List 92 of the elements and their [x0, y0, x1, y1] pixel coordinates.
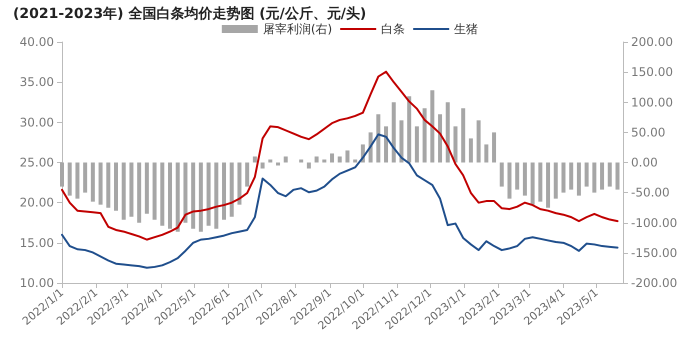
bar: [569, 162, 574, 190]
y-tick-label: 40.00: [20, 35, 54, 49]
legend-label: 屠宰利润(右): [262, 22, 332, 36]
bar: [446, 102, 450, 162]
bar: [230, 162, 234, 217]
bar: [276, 162, 280, 166]
bar: [129, 162, 134, 217]
y2-tick-label: 0.00: [631, 156, 658, 170]
bar: [407, 96, 412, 162]
bar: [484, 144, 488, 162]
bar: [468, 138, 473, 162]
bar: [592, 162, 596, 193]
bar: [345, 150, 350, 162]
bar: [214, 162, 218, 229]
bar: [608, 162, 612, 187]
y-tick-label: 15.00: [20, 236, 54, 250]
bar: [122, 162, 126, 220]
bar: [60, 162, 64, 187]
bar: [576, 162, 581, 196]
bar: [299, 159, 304, 162]
bar: [438, 114, 442, 162]
bar: [75, 162, 80, 199]
bar: [144, 162, 149, 214]
bar: [106, 162, 110, 208]
bar: [615, 162, 620, 190]
bar: [453, 126, 458, 162]
bar: [137, 162, 142, 223]
bar: [554, 162, 558, 199]
y-tick-label: 35.00: [20, 75, 54, 90]
bar: [515, 162, 520, 190]
bar: [314, 156, 319, 162]
bar: [83, 162, 88, 193]
chart-title: (2021-2023年) 全国白条均价走势图 (元/公斤、元/头): [13, 5, 366, 22]
bar: [90, 162, 95, 202]
bar: [399, 120, 404, 162]
y2-tick-label: -150.00: [631, 246, 678, 260]
bar: [522, 162, 527, 196]
bar: [476, 120, 481, 162]
bar: [168, 162, 172, 229]
bar: [414, 126, 419, 162]
bar: [152, 162, 157, 220]
bar: [507, 162, 512, 199]
bar: [530, 162, 535, 205]
bar: [338, 156, 342, 162]
bar: [384, 126, 388, 162]
bar: [376, 114, 380, 162]
y-tick-label: 25.00: [20, 156, 54, 170]
bar: [245, 162, 250, 187]
bar: [260, 162, 265, 169]
bar: [191, 162, 196, 229]
bar: [546, 162, 550, 208]
bar: [183, 162, 188, 223]
bar: [422, 108, 427, 162]
bar: [461, 108, 466, 162]
bar: [392, 102, 396, 162]
bar: [322, 159, 326, 162]
bar: [500, 162, 504, 187]
bar: [430, 90, 434, 162]
y2-tick-label: -200.00: [631, 276, 678, 290]
y2-tick-label: 100.00: [631, 95, 673, 110]
bar: [268, 159, 272, 162]
bar: [538, 162, 542, 202]
y2-tick-label: 150.00: [631, 65, 673, 80]
y-tick-label: 10.00: [20, 276, 54, 290]
bar: [600, 162, 604, 190]
bar: [584, 162, 589, 187]
y2-tick-label: 50.00: [631, 125, 666, 140]
line-series: [61, 133, 618, 269]
bar: [306, 162, 311, 169]
bar: [252, 156, 257, 162]
bar: [561, 162, 566, 193]
y-tick-label: 20.00: [20, 196, 54, 210]
y2-tick-label: -100.00: [631, 216, 678, 230]
bar: [206, 162, 211, 226]
bar: [492, 132, 496, 162]
y2-tick-label: 200.00: [631, 35, 673, 49]
bar: [68, 162, 72, 196]
y-tick-label: 30.00: [20, 115, 54, 130]
bar: [114, 162, 118, 211]
bar: [353, 159, 358, 162]
bar: [176, 162, 180, 232]
bar: [222, 162, 226, 220]
legend-label: 生猪: [454, 22, 478, 36]
line-series: [61, 70, 618, 241]
y2-tick-label: -50.00: [631, 186, 670, 200]
bar: [284, 156, 288, 162]
bar: [237, 162, 242, 205]
legend-label: 白条: [381, 22, 406, 36]
bar: [98, 162, 103, 205]
bar: [160, 162, 164, 226]
bar: [198, 162, 203, 232]
bar: [330, 153, 334, 162]
